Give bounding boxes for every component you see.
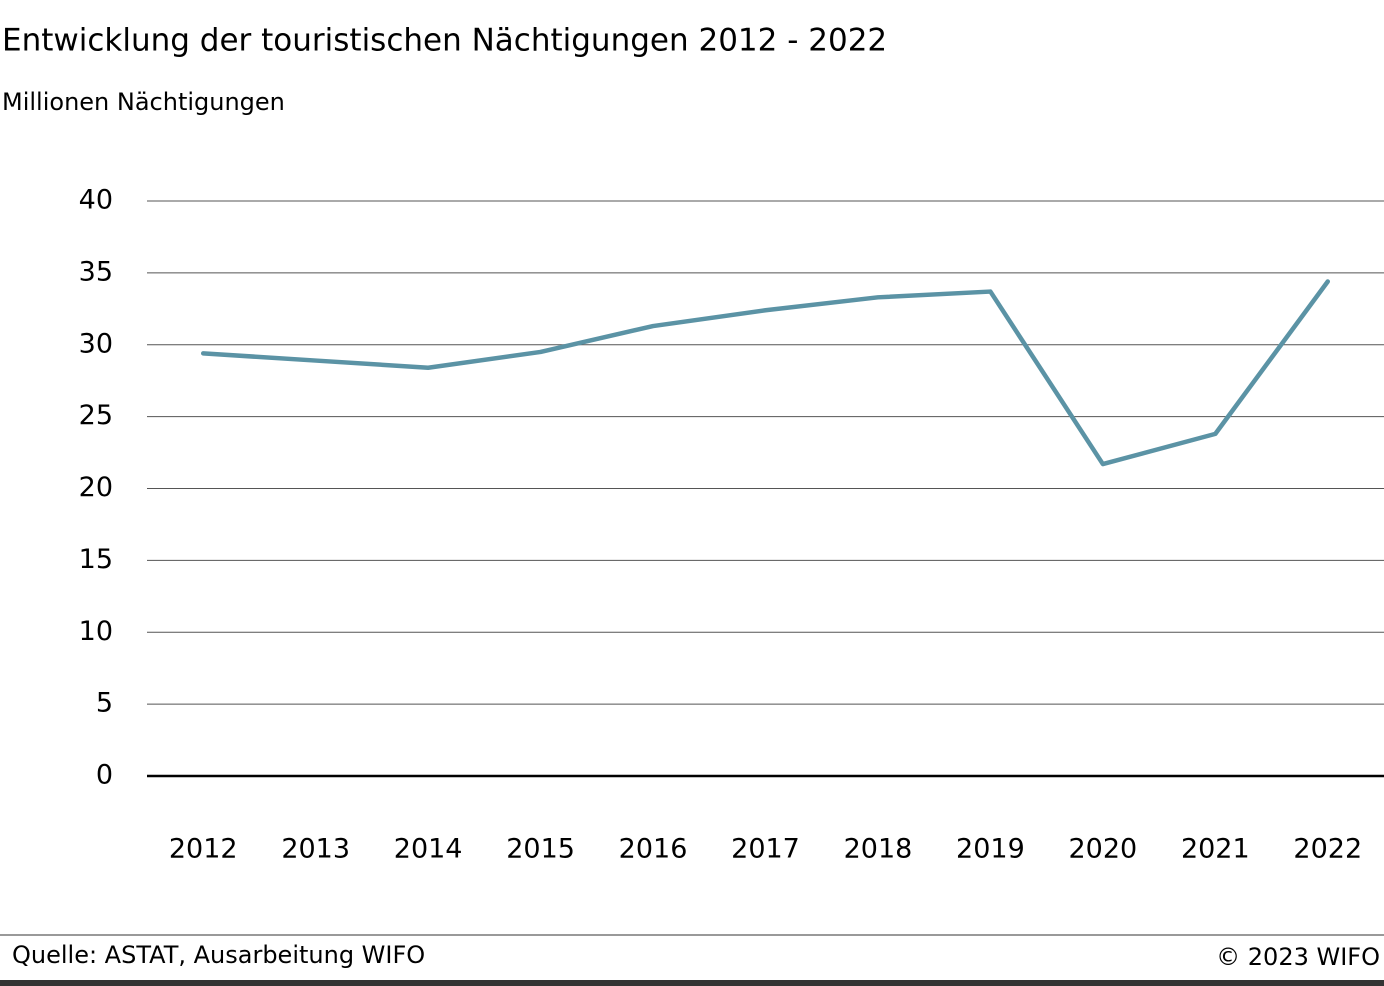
data-line (200, 279, 1331, 467)
x-tick-label: 2012 (169, 834, 238, 865)
y-tick-label: 15 (79, 544, 113, 575)
x-tick-label: 2014 (394, 834, 463, 865)
y-tick-label: 25 (79, 400, 113, 431)
x-tick-label: 2018 (844, 834, 913, 865)
y-tick-label: 40 (79, 185, 113, 216)
copyright: © 2023 WIFO (1216, 943, 1380, 971)
x-tick-label: 2021 (1181, 834, 1250, 865)
y-tick-label: 5 (96, 688, 113, 719)
y-tick-label: 10 (79, 616, 113, 647)
x-tick-label: 2022 (1293, 834, 1362, 865)
chart-title: Entwicklung der touristischen Nächtigung… (2, 23, 887, 59)
x-tick-label: 2015 (506, 834, 575, 865)
y-tick-label: 0 (96, 760, 113, 791)
bottom-bar (0, 980, 1384, 986)
x-tick-label: 2013 (281, 834, 350, 865)
x-tick-label: 2017 (731, 834, 800, 865)
y-tick-label: 35 (79, 256, 113, 287)
x-tick-label: 2019 (956, 834, 1025, 865)
x-tick-label: 2020 (1069, 834, 1138, 865)
x-tick-label: 2016 (619, 834, 688, 865)
chart-subtitle: Millionen Nächtigungen (2, 88, 285, 116)
y-tick-label: 30 (79, 328, 113, 359)
source-note: Quelle: ASTAT, Ausarbeitung WIFO (12, 941, 425, 969)
y-tick-label: 20 (79, 472, 113, 503)
